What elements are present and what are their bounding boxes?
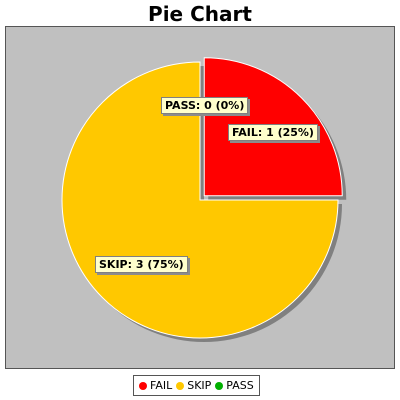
legend-fail-swatch (139, 381, 147, 390)
legend-pass-label: PASS (226, 379, 254, 392)
slice-label-skip: SKIP: 3 (75%) (95, 256, 188, 273)
legend-skip-label: SKIP (187, 379, 212, 392)
pie-chart (61, 57, 347, 342)
chart-title: Pie Chart (148, 2, 252, 26)
legend-fail-label: FAIL (150, 379, 173, 392)
slice-label-pass: PASS: 0 (0%) (161, 97, 249, 114)
legend-skip-swatch (176, 381, 185, 390)
legend-item-skip: SKIP (176, 379, 211, 392)
legend: FAIL SKIP PASS (133, 375, 260, 396)
plot-area: FAIL: 1 (25%) SKIP: 3 (75%) PASS: 0 (0%) (5, 26, 395, 369)
slice-label-fail: FAIL: 1 (25%) (228, 124, 318, 141)
legend-pass-swatch (215, 381, 224, 390)
legend-item-fail: FAIL (139, 379, 172, 392)
legend-item-pass: PASS (215, 379, 254, 392)
